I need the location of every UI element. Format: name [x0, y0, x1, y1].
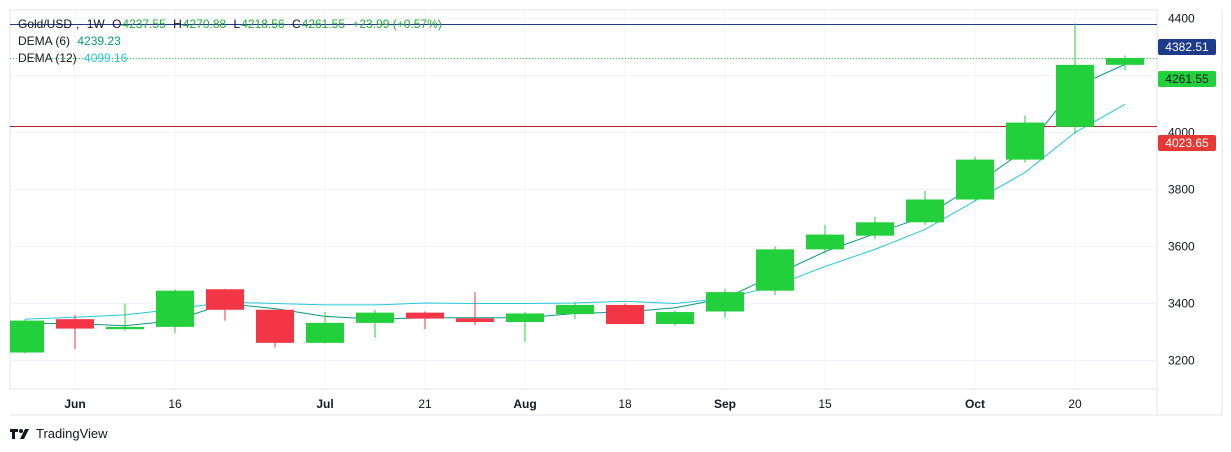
- candle: [906, 190, 944, 226]
- candle-body: [456, 318, 494, 323]
- x-tick-label: Sep: [714, 397, 736, 411]
- candle-body: [806, 234, 844, 250]
- candle-body: [756, 249, 794, 291]
- horizontal-price-lines[interactable]: [10, 24, 1157, 127]
- candle-body: [156, 290, 194, 327]
- price-label-support: 4023.65: [1158, 135, 1216, 151]
- symbol-label[interactable]: Gold/USD: [18, 17, 73, 31]
- ohlc-row: Gold/USD, 1W O4237.55 H4270.88 L4218.56 …: [18, 17, 442, 31]
- y-tick-label: 3200: [1168, 354, 1195, 368]
- x-tick-label: 20: [1068, 397, 1082, 411]
- brand-name: TradingView: [36, 426, 108, 441]
- open-label: O4237.55: [112, 17, 166, 31]
- candle-body: [56, 319, 94, 329]
- candle: [256, 309, 294, 348]
- x-tick-label: Aug: [513, 397, 536, 411]
- tradingview-logo-icon: [10, 428, 29, 439]
- x-tick-label: Jun: [64, 397, 85, 411]
- candle-body: [306, 322, 344, 343]
- change-label: +23.99 (+0.57%): [352, 17, 442, 31]
- candle-body: [1056, 64, 1094, 127]
- candle: [706, 288, 744, 318]
- candle: [856, 216, 894, 240]
- candle-body: [1106, 58, 1144, 65]
- candle: [1106, 55, 1144, 71]
- chart-legend: Gold/USD, 1W O4237.55 H4270.88 L4218.56 …: [18, 16, 446, 67]
- candle-body: [406, 312, 444, 319]
- candles: [10, 23, 1144, 354]
- candle-body: [10, 320, 44, 353]
- candle-body: [106, 326, 144, 330]
- candle: [56, 314, 94, 350]
- candle-body: [656, 312, 694, 325]
- interval-label[interactable]: 1W: [86, 17, 105, 31]
- x-tick-label: 16: [168, 397, 182, 411]
- candle: [1056, 23, 1094, 134]
- candle-body: [556, 304, 594, 315]
- close-label: C4261.55: [291, 17, 346, 31]
- y-tick-label: 3800: [1168, 183, 1195, 197]
- candle: [556, 302, 594, 320]
- candle-body: [606, 304, 644, 325]
- candle: [656, 310, 694, 326]
- candle-body: [506, 313, 544, 323]
- tradingview-brand[interactable]: TradingView: [10, 426, 108, 441]
- candle: [356, 309, 394, 338]
- y-tick-label: 3600: [1168, 240, 1195, 254]
- dema12-value: 4099.16: [84, 51, 128, 65]
- y-tick-label: 4400: [1168, 12, 1195, 26]
- x-tick-label: 18: [618, 397, 632, 411]
- candle: [106, 303, 144, 331]
- y-tick-label: 3400: [1168, 297, 1195, 311]
- dema6-label: DEMA (6): [18, 34, 71, 48]
- x-tick-label: 15: [818, 397, 832, 411]
- candle: [156, 289, 194, 334]
- candle: [1006, 115, 1044, 163]
- low-label: L4218.56: [233, 17, 285, 31]
- candle: [406, 311, 444, 330]
- dema-line-12: [24, 103, 1126, 320]
- x-tick-label: Jul: [316, 397, 333, 411]
- candle-body: [906, 199, 944, 223]
- dema6-value: 4239.23: [77, 34, 121, 48]
- chart-axes: 3200340036003800400042004400Jun16Jul21Au…: [10, 10, 1223, 416]
- candle-body: [706, 292, 744, 312]
- x-tick-label: Oct: [965, 397, 985, 411]
- x-tick-label: 21: [418, 397, 432, 411]
- candle: [456, 292, 494, 325]
- candle-body: [856, 222, 894, 236]
- candle: [806, 225, 844, 254]
- candle-body: [356, 312, 394, 323]
- candle: [10, 319, 44, 354]
- candle-body: [1006, 122, 1044, 160]
- price-label-high: 4382.51: [1158, 39, 1216, 55]
- candle: [606, 303, 644, 325]
- candle-body: [956, 159, 994, 200]
- candle: [206, 288, 244, 321]
- candle: [756, 246, 794, 295]
- price-label-last: 4261.55: [1158, 71, 1216, 87]
- dema12-row[interactable]: DEMA (12) 4099.16: [18, 50, 446, 67]
- candle: [956, 156, 994, 201]
- candle-body: [256, 309, 294, 343]
- candle-body: [206, 289, 244, 310]
- dema12-label: DEMA (12): [18, 51, 77, 65]
- dema6-row[interactable]: DEMA (6) 4239.23: [18, 33, 446, 50]
- candle: [506, 312, 544, 342]
- high-label: H4270.88: [173, 17, 227, 31]
- candle: [306, 312, 344, 344]
